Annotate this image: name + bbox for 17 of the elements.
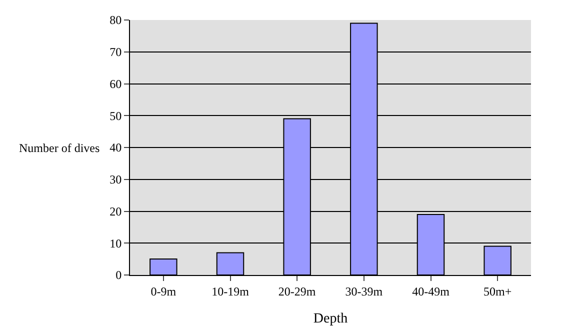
y-tick-label: 70 bbox=[110, 45, 122, 60]
y-tick-label: 80 bbox=[110, 13, 122, 28]
y-tick-label: 40 bbox=[110, 140, 122, 155]
x-tick-label: 0-9m bbox=[150, 284, 177, 298]
y-tick-label: 20 bbox=[110, 204, 122, 218]
y-tick-label: 10 bbox=[110, 236, 122, 250]
x-axis-title: Depth bbox=[313, 312, 348, 327]
x-tick-label: 30-39m bbox=[345, 284, 384, 298]
y-tick-label: 60 bbox=[110, 76, 122, 91]
y-tick-label: 0 bbox=[116, 268, 122, 282]
y-tick-label: 30 bbox=[110, 172, 122, 187]
y-axis-title: Number of dives bbox=[19, 141, 100, 155]
x-tick-label: 40-49m bbox=[412, 284, 450, 298]
y-tick-label: 50 bbox=[110, 108, 122, 123]
x-tick-label: 20-29m bbox=[278, 284, 316, 298]
x-tick-label: 50m+ bbox=[484, 284, 512, 298]
x-tick-label: 10-19m bbox=[212, 284, 250, 298]
